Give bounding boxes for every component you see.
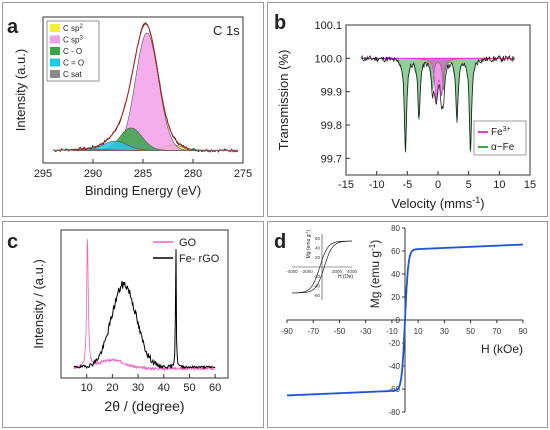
inset-x-tick-label: -2000 bbox=[301, 269, 313, 274]
legend-label-fe-rgo: Fe- rGO bbox=[179, 253, 220, 265]
inset-hysteresis-descending bbox=[292, 240, 352, 294]
x-tick-label: -50 bbox=[334, 327, 346, 336]
y-tick-label: 100.0 bbox=[314, 53, 342, 65]
legend-label-2: C - O bbox=[63, 47, 82, 56]
legend-box bbox=[473, 120, 527, 156]
y-tick-label: 99.9 bbox=[321, 87, 342, 99]
x-axis-label: 2θ / (degree) bbox=[104, 398, 184, 414]
inset-x-axis-label: H (Oe) bbox=[338, 274, 353, 280]
y-tick-label: 0 bbox=[396, 316, 401, 325]
x-tick-label: 0 bbox=[435, 179, 441, 191]
x-tick-label: 60 bbox=[209, 382, 221, 394]
x-tick-label: 280 bbox=[184, 168, 202, 180]
spectrum-annotation: C 1s bbox=[213, 23, 240, 38]
x-tick-label: 295 bbox=[34, 168, 52, 180]
x-tick-label: 15 bbox=[524, 179, 536, 191]
x-tick-label: 5 bbox=[466, 179, 472, 191]
y-tick-label: -20 bbox=[388, 339, 400, 348]
x-tick-label: -90 bbox=[281, 327, 293, 336]
y-tick-label: 80 bbox=[391, 224, 400, 233]
x-tick-label: 290 bbox=[84, 168, 102, 180]
x-tick-label: 50 bbox=[183, 382, 195, 394]
panel-letter: c bbox=[7, 231, 18, 253]
y-tick-label: -60 bbox=[388, 385, 400, 394]
chart-c-svg: 10 20 30 40 50 60 2θ / (degree) Intensity / (a.… bbox=[7, 229, 229, 414]
panel-c-xrd: 10 20 30 40 50 60 2θ / (degree) Intensity / (a.… bbox=[2, 221, 264, 428]
panel-b-mossbauer: -15 -10 -5 0 5 10 15 99.7 99.8 99.9 100.0 100.1 Velo… bbox=[267, 2, 548, 217]
inset-y-tick-label: 60 bbox=[315, 236, 321, 241]
x-tick-label: -10 bbox=[369, 179, 385, 191]
legend-label-fe3: Fe3+ bbox=[491, 126, 511, 138]
legend-label-3: C = O bbox=[63, 59, 84, 68]
x-tick-label: -30 bbox=[360, 327, 372, 336]
fe-rgo-pattern bbox=[73, 249, 216, 370]
legend-label-alpha-fe: α−Fe bbox=[491, 142, 515, 153]
y-axis-label: Intensity (a.u.) bbox=[13, 49, 28, 131]
legend-label-1: C sp3 bbox=[63, 36, 83, 45]
legend-swatch-1 bbox=[50, 35, 60, 44]
y-tick-label: 99.7 bbox=[321, 153, 342, 165]
x-tick-label: 20 bbox=[106, 382, 118, 394]
inset-x-tick-label: -4000 bbox=[286, 269, 298, 274]
x-tick-label: 10 bbox=[81, 382, 93, 394]
x-tick-label: 10 bbox=[414, 327, 423, 336]
chart-a-svg: 295 290 285 280 275 Binding Energy (eV) Intens… bbox=[7, 16, 252, 198]
x-tick-label: 50 bbox=[466, 327, 475, 336]
y-tick-label: -80 bbox=[388, 408, 400, 417]
inset-hysteresis-ascending bbox=[292, 240, 352, 294]
magnetization-curve bbox=[287, 243, 523, 397]
x-tick-label: -10 bbox=[386, 327, 398, 336]
x-tick-label: -5 bbox=[402, 179, 412, 191]
legend-swatch-3 bbox=[50, 58, 60, 67]
x-axis-label: Binding Energy (eV) bbox=[85, 183, 201, 198]
inset-y-axis-label: Mg (emu g-1) bbox=[305, 229, 312, 258]
plot-frame bbox=[60, 229, 229, 379]
legend-swatch-2 bbox=[50, 47, 60, 55]
panel-letter: b bbox=[274, 12, 286, 34]
y-tick-label: 60 bbox=[391, 247, 400, 256]
measured-spectrum bbox=[360, 54, 515, 152]
x-tick-label: 90 bbox=[519, 327, 528, 336]
x-axis-label: H (kOe) bbox=[481, 342, 523, 356]
y-axis-label: Transmission (%) bbox=[276, 50, 291, 151]
x-tick-label: 275 bbox=[234, 168, 252, 180]
inset-x-tick-label: 2000 bbox=[332, 269, 343, 274]
chart-d-svg: -90 -70 -50 -30 -10 10 30 50 70 90 -80 -60 -40 -20 0 20… bbox=[274, 224, 528, 417]
x-tick-label: 30 bbox=[132, 382, 144, 394]
inset-y-tick-label: 40 bbox=[315, 246, 321, 251]
panel-letter: d bbox=[274, 231, 286, 253]
x-tick-label: 10 bbox=[493, 179, 505, 191]
go-pattern bbox=[73, 239, 215, 372]
x-tick-label: 70 bbox=[492, 327, 501, 336]
x-tick-label: -15 bbox=[338, 179, 354, 191]
y-tick-label: 40 bbox=[391, 270, 400, 279]
legend-swatch-4 bbox=[50, 70, 60, 78]
x-tick-label: 30 bbox=[440, 327, 449, 336]
chart-b-svg: -15 -10 -5 0 5 10 15 99.7 99.8 99.9 100.0 100.1 Velo… bbox=[274, 12, 536, 211]
x-tick-label: 285 bbox=[134, 168, 152, 180]
inset-y-tick-label: -60 bbox=[313, 293, 320, 298]
panel-letter: a bbox=[7, 16, 19, 38]
panel-d-magnetization: -90 -70 -50 -30 -10 10 30 50 70 90 -80 -60 -40 -20 0 20… bbox=[267, 221, 548, 428]
x-tick-label: -70 bbox=[307, 327, 319, 336]
y-axis-label: Mg (emu g-1) bbox=[368, 240, 382, 308]
y-tick-label: 20 bbox=[391, 293, 400, 302]
panel-a-xps-c1s: 295 290 285 280 275 Binding Energy (eV) Intens… bbox=[2, 2, 264, 217]
inset-x-tick-label: 4000 bbox=[347, 269, 358, 274]
y-axis-label: Intensity / (a.u.) bbox=[31, 259, 46, 349]
fe3-subspectrum bbox=[360, 57, 516, 102]
y-tick-label: -40 bbox=[388, 362, 400, 371]
legend-label-4: C sat bbox=[63, 70, 82, 79]
legend-label-0: C sp2 bbox=[63, 24, 83, 33]
legend-swatch-0 bbox=[50, 24, 60, 32]
x-tick-label: 40 bbox=[158, 382, 170, 394]
y-tick-label: 100.1 bbox=[314, 20, 342, 32]
y-tick-label: 99.8 bbox=[321, 120, 342, 132]
inset-y-tick-label: 20 bbox=[315, 255, 321, 260]
legend-label-go: GO bbox=[179, 237, 197, 249]
x-axis-label: Velocity (mms-1) bbox=[391, 195, 484, 211]
